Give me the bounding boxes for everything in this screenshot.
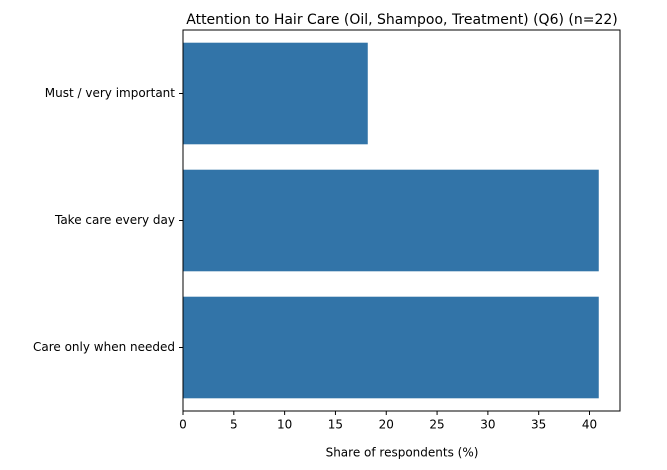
x-tick-label: 20	[379, 418, 394, 432]
y-tick-label: Care only when needed	[33, 340, 175, 354]
x-tick-label: 30	[480, 418, 495, 432]
plot-frame	[182, 29, 621, 412]
y-tick-label: Take care every day	[54, 213, 175, 227]
x-tick-label: 35	[531, 418, 546, 432]
x-tick-label: 25	[429, 418, 444, 432]
x-tick-label: 40	[582, 418, 597, 432]
bar	[183, 296, 599, 399]
bar	[183, 42, 368, 145]
chart-title: Attention to Hair Care (Oil, Shampoo, Tr…	[186, 12, 617, 28]
x-tick-label: 10	[277, 418, 292, 432]
x-tick-label: 15	[328, 418, 343, 432]
x-axis-label: Share of respondents (%)	[326, 446, 479, 460]
x-tick-label: 0	[179, 418, 187, 432]
bar	[183, 169, 599, 272]
x-tick-label: 5	[230, 418, 238, 432]
y-tick-label: Must / very important	[45, 86, 176, 100]
